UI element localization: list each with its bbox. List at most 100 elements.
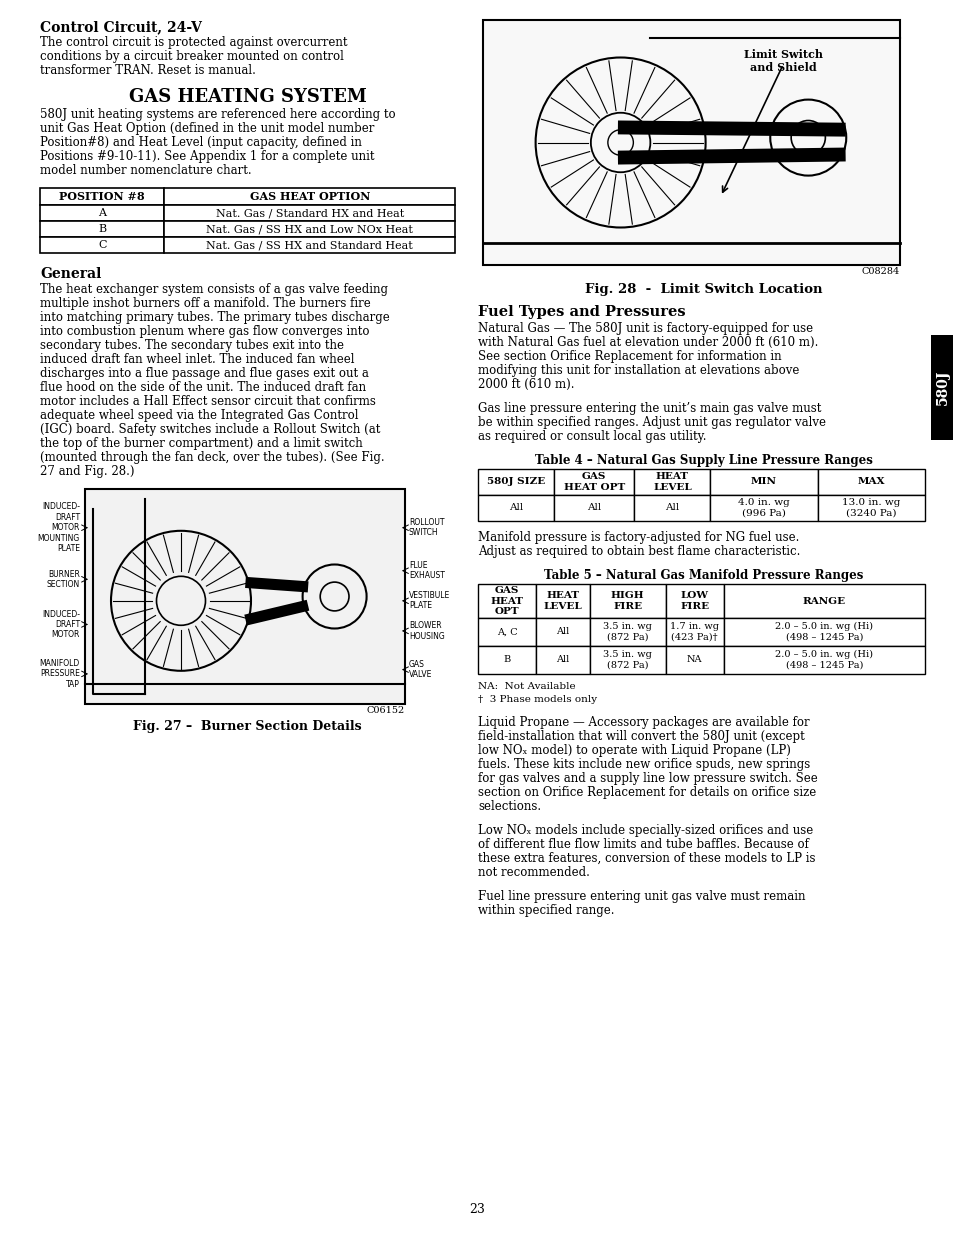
Text: GAS
HEAT OPT: GAS HEAT OPT <box>563 472 624 492</box>
Text: model number nomenclature chart.: model number nomenclature chart. <box>40 164 252 177</box>
Bar <box>536 584 589 618</box>
Text: The heat exchanger system consists of a gas valve feeding: The heat exchanger system consists of a … <box>40 283 388 296</box>
Bar <box>634 469 710 495</box>
Text: fuels. These kits include new orifice spuds, new springs: fuels. These kits include new orifice sp… <box>477 758 809 771</box>
Text: C: C <box>98 240 107 249</box>
Text: 580J unit heating systems are referenced here according to: 580J unit heating systems are referenced… <box>40 107 395 121</box>
Text: MANIFOLD
PRESSURE
TAP: MANIFOLD PRESSURE TAP <box>40 659 80 689</box>
Text: NA: NA <box>686 656 701 664</box>
Text: Table 5 – Natural Gas Manifold Pressure Ranges: Table 5 – Natural Gas Manifold Pressure … <box>544 569 862 582</box>
Text: 2000 ft (610 m).: 2000 ft (610 m). <box>477 378 574 391</box>
Text: these extra features, conversion of these models to LP is: these extra features, conversion of thes… <box>477 852 815 864</box>
Text: section on Orifice Replacement for details on orifice size: section on Orifice Replacement for detai… <box>477 785 816 799</box>
Text: General: General <box>40 267 101 282</box>
Text: field‑installation that will convert the 580J unit (except: field‑installation that will convert the… <box>477 730 804 743</box>
Text: for gas valves and a supply line low pressure switch. See: for gas valves and a supply line low pre… <box>477 772 817 785</box>
Bar <box>40 205 164 221</box>
Bar <box>164 188 455 205</box>
Text: the top of the burner compartment) and a limit switch: the top of the burner compartment) and a… <box>40 437 362 450</box>
Bar <box>710 469 817 495</box>
Text: A, C: A, C <box>497 627 517 636</box>
Text: All: All <box>556 656 569 664</box>
Bar <box>710 495 817 521</box>
Bar <box>723 646 924 674</box>
Text: modifying this unit for installation at elevations above: modifying this unit for installation at … <box>477 364 799 377</box>
Text: VESTIBULE
PLATE: VESTIBULE PLATE <box>409 592 450 610</box>
Bar <box>536 646 589 674</box>
Bar <box>665 618 723 646</box>
Text: 3.5 in. wg
(872 Pa): 3.5 in. wg (872 Pa) <box>602 651 652 669</box>
Bar <box>482 20 899 266</box>
Text: GAS
VALVE: GAS VALVE <box>409 659 432 679</box>
Text: Nat. Gas / SS HX and Low NOx Heat: Nat. Gas / SS HX and Low NOx Heat <box>206 224 413 233</box>
Bar <box>817 495 924 521</box>
Text: Control Circuit, 24-V: Control Circuit, 24-V <box>40 20 202 35</box>
Text: 2.0 – 5.0 in. wg (Hi)
(498 – 1245 Pa): 2.0 – 5.0 in. wg (Hi) (498 – 1245 Pa) <box>775 622 873 642</box>
Text: adequate wheel speed via the Integrated Gas Control: adequate wheel speed via the Integrated … <box>40 409 358 422</box>
Bar <box>40 188 164 205</box>
Text: Table 4 – Natural Gas Supply Line Pressure Ranges: Table 4 – Natural Gas Supply Line Pressu… <box>535 454 872 467</box>
Text: (mounted through the fan deck, over the tubes). (See Fig.: (mounted through the fan deck, over the … <box>40 451 384 464</box>
Text: Nat. Gas / SS HX and Standard Heat: Nat. Gas / SS HX and Standard Heat <box>206 240 413 249</box>
Text: motor includes a Hall Effect sensor circuit that confirms: motor includes a Hall Effect sensor circ… <box>40 395 375 408</box>
Text: Limit Switch
and Shield: Limit Switch and Shield <box>743 49 821 73</box>
Text: Liquid Propane — Accessory packages are available for: Liquid Propane — Accessory packages are … <box>477 716 809 729</box>
Text: BURNER
SECTION: BURNER SECTION <box>47 569 80 589</box>
Bar <box>85 489 405 704</box>
Text: 4.0 in. wg
(996 Pa): 4.0 in. wg (996 Pa) <box>738 498 789 517</box>
Text: Natural Gas — The 580J unit is factory‑equipped for use: Natural Gas — The 580J unit is factory‑e… <box>477 322 812 335</box>
Text: Fuel line pressure entering unit gas valve must remain: Fuel line pressure entering unit gas val… <box>477 890 804 903</box>
Bar <box>723 618 924 646</box>
Text: RANGE: RANGE <box>802 597 845 605</box>
Bar <box>665 584 723 618</box>
Text: flue hood on the side of the unit. The induced draft fan: flue hood on the side of the unit. The i… <box>40 382 366 394</box>
Text: 3.5 in. wg
(872 Pa): 3.5 in. wg (872 Pa) <box>602 622 652 642</box>
Text: MAX: MAX <box>857 478 884 487</box>
Text: selections.: selections. <box>477 800 540 813</box>
Text: FLUE
EXHAUST: FLUE EXHAUST <box>409 561 444 580</box>
Text: BLOWER
HOUSING: BLOWER HOUSING <box>409 621 444 641</box>
Text: C06152: C06152 <box>366 706 405 715</box>
Text: Position#8) and Heat Level (input capacity, defined in: Position#8) and Heat Level (input capaci… <box>40 136 361 149</box>
Text: Nat. Gas / Standard HX and Heat: Nat. Gas / Standard HX and Heat <box>215 207 403 219</box>
Text: 1.7 in. wg
(423 Pa)†: 1.7 in. wg (423 Pa)† <box>670 622 719 642</box>
Bar <box>589 584 665 618</box>
Text: induced draft fan wheel inlet. The induced fan wheel: induced draft fan wheel inlet. The induc… <box>40 353 355 366</box>
Bar <box>554 495 634 521</box>
Text: HEAT
LEVEL: HEAT LEVEL <box>653 472 691 492</box>
Text: NA:  Not Available: NA: Not Available <box>477 682 575 692</box>
Text: POSITION #8: POSITION #8 <box>59 191 145 203</box>
Bar <box>477 495 554 521</box>
Text: A: A <box>98 207 106 219</box>
Text: (IGC) board. Safety switches include a Rollout Switch (at: (IGC) board. Safety switches include a R… <box>40 424 380 436</box>
Text: HIGH
FIRE: HIGH FIRE <box>610 592 644 610</box>
Bar <box>817 469 924 495</box>
Bar <box>589 618 665 646</box>
Text: 580J: 580J <box>935 369 948 405</box>
Bar <box>40 221 164 237</box>
Text: Positions #9‑10‑11). See Appendix 1 for a complete unit: Positions #9‑10‑11). See Appendix 1 for … <box>40 149 375 163</box>
Bar <box>164 205 455 221</box>
Bar <box>164 237 455 253</box>
Text: unit Gas Heat Option (defined in the unit model number: unit Gas Heat Option (defined in the uni… <box>40 122 374 135</box>
Bar <box>634 495 710 521</box>
Bar <box>589 646 665 674</box>
Text: into combustion plenum where gas flow converges into: into combustion plenum where gas flow co… <box>40 325 369 338</box>
Text: Adjust as required to obtain best flame characteristic.: Adjust as required to obtain best flame … <box>477 545 800 558</box>
Text: All: All <box>664 504 679 513</box>
Text: B: B <box>503 656 510 664</box>
Text: 13.0 in. wg
(3240 Pa): 13.0 in. wg (3240 Pa) <box>841 498 900 517</box>
Text: as required or consult local gas utility.: as required or consult local gas utility… <box>477 430 706 443</box>
Text: within specified range.: within specified range. <box>477 904 614 918</box>
Text: †  3 Phase models only: † 3 Phase models only <box>477 695 597 704</box>
Bar <box>40 237 164 253</box>
Text: ROLLOUT
SWITCH: ROLLOUT SWITCH <box>409 517 444 537</box>
Text: secondary tubes. The secondary tubes exit into the: secondary tubes. The secondary tubes exi… <box>40 338 344 352</box>
Text: low NOₓ model) to operate with Liquid Propane (LP): low NOₓ model) to operate with Liquid Pr… <box>477 743 790 757</box>
Text: 27 and Fig. 28.): 27 and Fig. 28.) <box>40 466 134 478</box>
Bar <box>930 335 953 440</box>
Text: not recommended.: not recommended. <box>477 866 589 879</box>
Bar <box>477 646 536 674</box>
Text: LOW
FIRE: LOW FIRE <box>679 592 709 610</box>
Text: multiple inshot burners off a manifold. The burners fire: multiple inshot burners off a manifold. … <box>40 296 371 310</box>
